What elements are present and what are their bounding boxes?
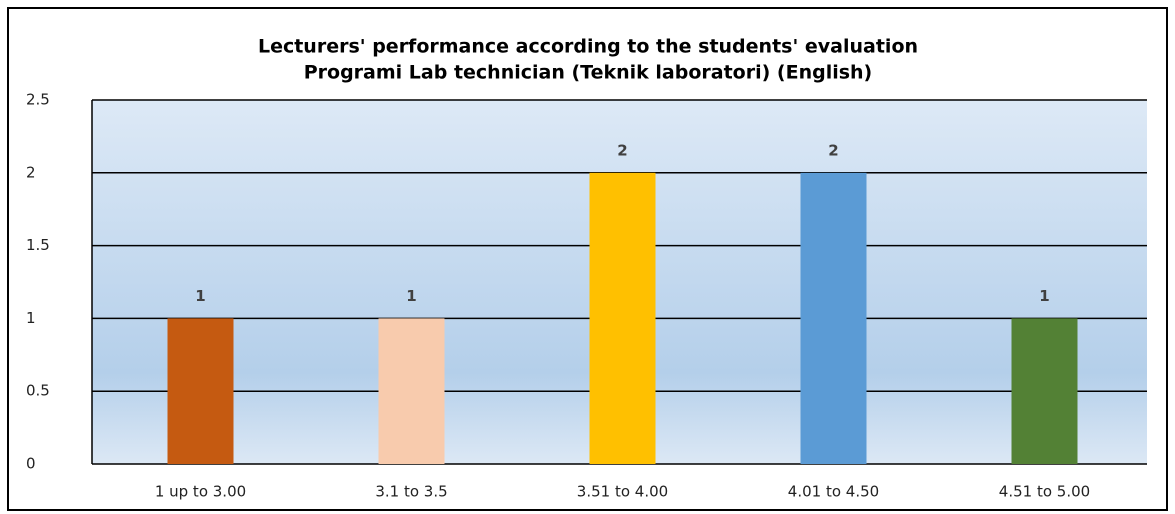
bar <box>1011 318 1078 464</box>
y-tick-label: 1 <box>26 309 36 327</box>
bar <box>800 172 867 465</box>
data-label: 1 <box>195 287 205 305</box>
bar <box>167 318 234 464</box>
y-tick-label: 2.5 <box>26 91 50 109</box>
data-label: 1 <box>1039 287 1049 305</box>
x-tick-label: 1 up to 3.00 <box>155 483 246 501</box>
y-tick-label: 2 <box>26 163 36 181</box>
y-tick-label: 0 <box>26 455 36 473</box>
bar <box>589 172 656 465</box>
x-tick-label: 4.01 to 4.50 <box>788 483 879 501</box>
chart-subtitle: Programi Lab technician (Teknik laborato… <box>304 62 873 84</box>
data-label: 2 <box>828 141 838 159</box>
y-tick-label: 0.5 <box>26 382 50 400</box>
y-tick-label: 1.5 <box>26 236 50 254</box>
chart-title: Lecturers' performance according to the … <box>258 36 918 58</box>
data-label: 1 <box>406 287 416 305</box>
x-tick-label: 4.51 to 5.00 <box>999 483 1090 501</box>
x-tick-label: 3.51 to 4.00 <box>577 483 668 501</box>
data-label: 2 <box>617 141 627 159</box>
x-tick-label: 3.1 to 3.5 <box>375 483 447 501</box>
bar <box>378 318 445 464</box>
